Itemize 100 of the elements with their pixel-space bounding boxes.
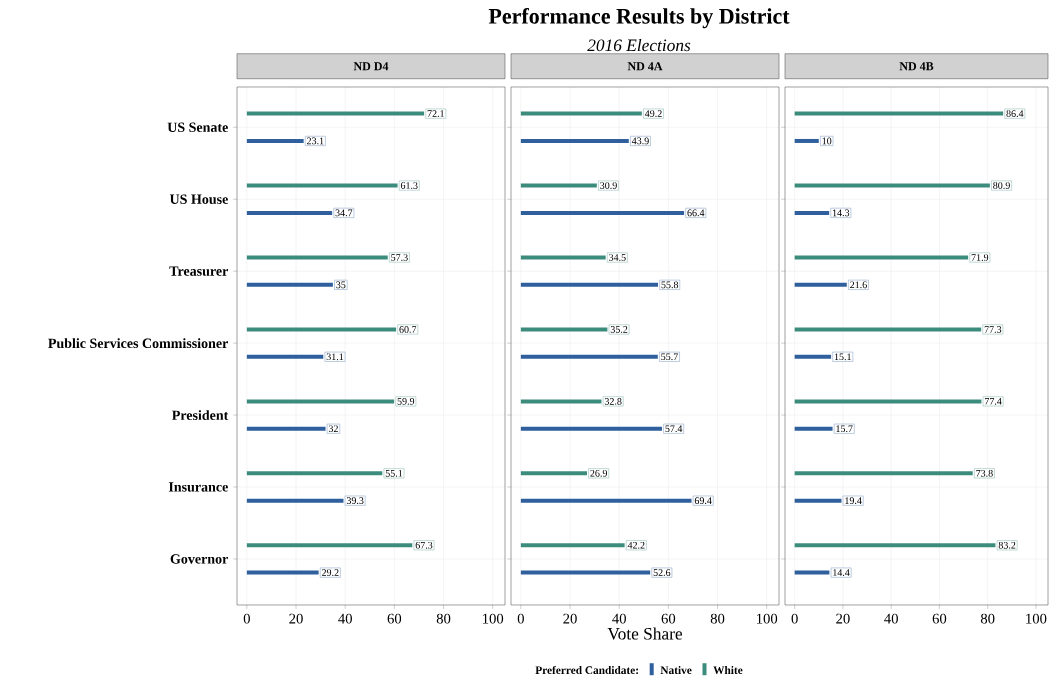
data-label: 42.2 [627,541,645,549]
data-label: 32 [328,425,338,433]
bar [246,354,324,359]
text: Performance Results by District [488,7,790,29]
bar [520,471,587,476]
bar [520,255,606,260]
data-label: 57.4 [665,425,683,433]
bar [794,426,833,431]
bar [520,399,602,404]
legend-label: White [713,666,743,675]
x-tick-label: 40 [338,613,352,624]
y-tick-label: US Senate [167,122,228,132]
y-tick-label: Governor [170,554,228,564]
data-label: 83.2 [998,541,1016,549]
data-label: 30.9 [600,182,617,189]
data-label: 55.1 [385,469,403,477]
bar [520,282,659,287]
bar [520,327,608,332]
bar [794,210,830,215]
bar [794,354,832,359]
data-label: 77.4 [985,398,1002,405]
bar [794,111,1004,116]
bar [246,327,397,332]
bar [246,543,413,548]
data-label: 86.4 [1006,110,1024,118]
data-label: 21.6 [850,281,867,289]
data-label: 23.1 [307,137,324,145]
bar [520,111,642,116]
text: 2016 Elections [587,38,691,52]
data-label: 19.4 [845,497,862,505]
bar [794,138,819,143]
x-tick-label: 20 [563,613,577,624]
bar [246,111,425,116]
bar [794,498,842,503]
bar [246,210,333,215]
bar [246,426,326,431]
data-label: 73.8 [976,469,993,477]
data-label: 39.3 [346,497,364,505]
data-label: 67.3 [415,541,433,549]
bar [794,282,847,287]
x-tick-label: 0 [243,613,250,624]
x-tick-label: 0 [791,613,798,624]
x-tick-label: 60 [387,613,402,624]
bar [520,543,625,548]
x-tick-label: 20 [289,613,303,624]
data-label: 10 [822,137,832,145]
bar [246,138,304,143]
data-label: 14.4 [833,569,850,576]
bar [520,183,597,188]
bar [246,399,395,404]
data-label: 52.6 [653,569,671,576]
x-tick-label: 40 [612,613,626,624]
data-label: 14.3 [832,209,850,217]
bar [246,282,333,287]
bar [246,498,344,503]
legend-title: Preferred Candidate: [535,665,638,675]
chart-title: ND 4B [899,62,934,71]
chart-title: ND D4 [353,62,389,71]
y-tick-label: Public Services Commissioner [48,338,229,349]
bar [520,570,651,575]
data-label: 49.2 [644,110,662,117]
bar [246,183,398,188]
data-label: 15.7 [836,425,853,433]
chart-title: ND 4A [627,62,663,71]
bar [520,210,685,215]
data-label: 61.3 [400,182,418,189]
data-label: 71.9 [971,254,989,261]
data-label: 69.4 [694,497,712,505]
data-label: 32.8 [604,397,622,405]
data-label: 43.9 [631,137,649,145]
bar [246,255,388,260]
data-label: 77.3 [984,326,1002,333]
bar [246,471,383,476]
bar [520,426,662,431]
data-label: 60.7 [399,326,417,333]
data-label: 26.9 [590,469,607,477]
x-tick-label: 80 [436,613,451,624]
x-tick-label: 100 [1026,613,1047,624]
data-label: 80.9 [993,182,1010,189]
bar [520,138,629,143]
x-tick-label: 100 [757,613,778,624]
data-label: 72.1 [427,110,444,117]
bar [520,498,692,503]
bar [794,183,990,188]
y-tick-label: Insurance [168,482,228,492]
x-tick-label: 40 [884,613,898,624]
data-label: 59.9 [397,398,415,405]
x-tick-label: 0 [517,613,524,624]
bar [794,327,982,332]
data-label: 31.1 [326,353,344,361]
data-label: 34.7 [335,209,353,217]
x-tick-label: 60 [661,613,676,624]
bar [794,471,973,476]
x-tick-label: 80 [710,613,725,624]
data-label: 34.5 [609,254,626,261]
data-label: 57.3 [391,254,408,261]
x-tick-label: 60 [932,613,947,624]
y-tick-label: President [172,410,229,420]
legend-label: Native [660,666,692,674]
y-tick-label: Treasurer [169,266,229,276]
